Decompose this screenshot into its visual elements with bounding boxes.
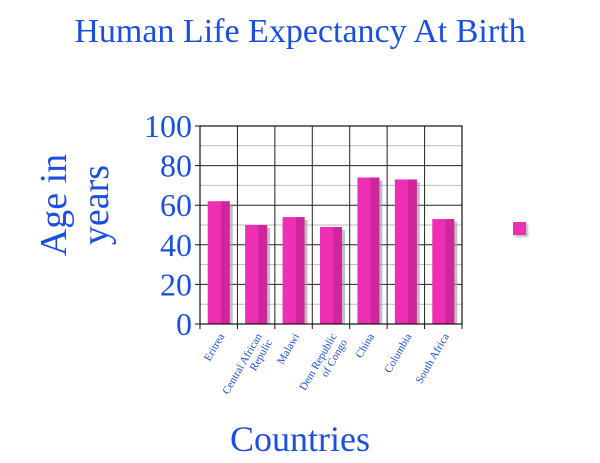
bars (207, 177, 458, 324)
x-tick-label: Columbia (382, 331, 414, 375)
bar-shade (370, 177, 380, 324)
bar-shade (258, 225, 268, 324)
plot-border (199, 125, 463, 325)
x-tick-label: China (353, 331, 377, 360)
plot-frame (195, 125, 463, 329)
x-axis-label: Countries (230, 419, 370, 459)
bar-shade (333, 226, 342, 324)
y-tick-label: 20 (160, 266, 192, 302)
x-tick-label: Central AfricanRepulic (220, 331, 275, 402)
bar-shade (220, 201, 230, 324)
chart-title: Human Life Expectancy At Birth (74, 13, 526, 50)
y-tick-label: 80 (160, 148, 192, 184)
legend-swatch (513, 222, 526, 235)
y-tick-label: 0 (176, 306, 192, 342)
bar-shade (408, 179, 417, 324)
x-tick-label: Dem Republicof Congo (297, 331, 350, 399)
y-tick-label: 100 (144, 108, 192, 144)
y-tick-label: 40 (160, 227, 192, 263)
bar-shade (445, 219, 455, 324)
bar-shade (295, 217, 305, 324)
x-tick-label: Eritrea (202, 331, 227, 363)
x-tick-label: Malawi (275, 332, 302, 367)
y-tick-label: 60 (160, 187, 192, 223)
x-tick-label: South Africa (414, 331, 452, 386)
